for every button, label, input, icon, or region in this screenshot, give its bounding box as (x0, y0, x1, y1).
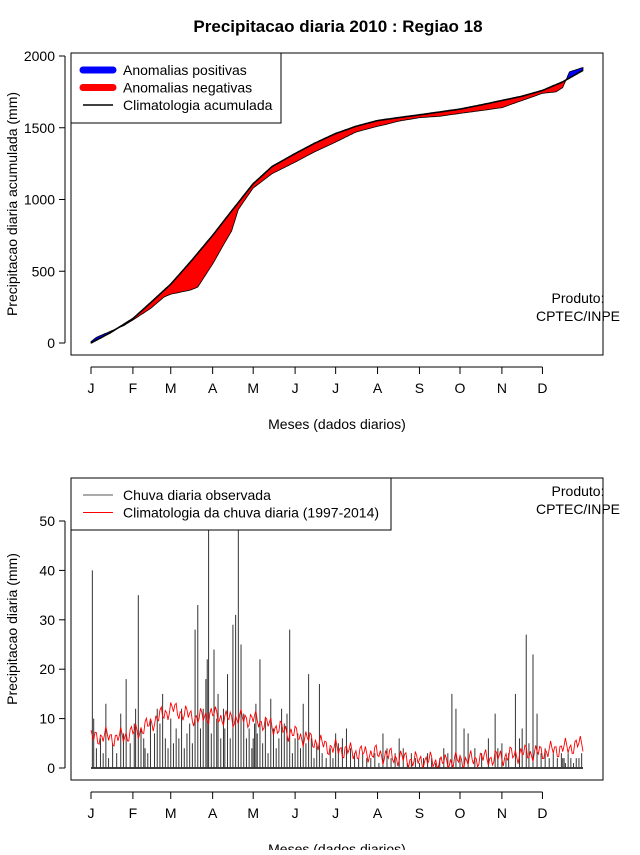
legend-label: Climatologia acumulada (123, 97, 273, 113)
x-tick-label: J (332, 380, 339, 396)
x-tick-label: M (247, 380, 259, 396)
x-tick-label: S (415, 380, 424, 396)
legend-box (70, 477, 392, 531)
x-axis-title: Meses (dados diarios) (268, 416, 406, 432)
climatology-daily-line (90, 702, 584, 769)
y-tick-label: 50 (39, 513, 55, 529)
x-tick-label: M (165, 805, 177, 821)
y-tick-label: 30 (39, 612, 55, 628)
x-axis-title: Meses (dados diarios) (268, 841, 406, 850)
y-axis-title: Precipitacao diaria (mm) (4, 553, 20, 705)
legend-label: Anomalias negativas (123, 80, 252, 96)
x-tick-label: A (208, 805, 218, 821)
plot-frame (70, 52, 604, 356)
product-annotation: Produto: (552, 483, 605, 499)
cumulative-panel: 0 500 1000 1500 2000 J F M A M J J A S O N D Meses (dados… (4, 48, 620, 432)
x-tick-label: J (88, 805, 95, 821)
y-tick-label: 0 (47, 760, 55, 776)
chart-title: Precipitacao diaria 2010 : Regiao 18 (193, 17, 482, 36)
x-tick-label: D (537, 805, 547, 821)
y-axis-title: Precipitacao diaria acumulada (mm) (4, 92, 20, 316)
x-tick-label: J (88, 380, 95, 396)
x-tick-label: J (292, 380, 299, 396)
y-tick-label: 10 (39, 711, 55, 727)
legend-label: Climatologia da chuva diaria (1997-2014) (123, 505, 379, 521)
x-tick-label: F (129, 805, 138, 821)
x-tick-label: J (292, 805, 299, 821)
product-annotation: Produto: (552, 290, 605, 306)
x-tick-label: F (129, 380, 138, 396)
x-tick-label: M (247, 805, 259, 821)
product-annotation: CPTEC/INPE (536, 501, 620, 517)
y-tick-label: 20 (39, 661, 55, 677)
y-tick-label: 500 (32, 263, 56, 279)
y-tick-label: 40 (39, 562, 55, 578)
x-tick-label: O (455, 805, 466, 821)
x-tick-label: A (208, 380, 218, 396)
x-tick-label: A (373, 805, 383, 821)
x-tick-label: N (497, 805, 507, 821)
x-tick-label: D (537, 380, 547, 396)
x-tick-label: N (497, 380, 507, 396)
x-tick-label: O (455, 380, 466, 396)
climatology-cumulative-line (90, 69, 584, 344)
observed-bars (90, 525, 584, 769)
legend-label: Chuva diaria observada (123, 487, 271, 503)
y-tick-label: 2000 (24, 48, 55, 64)
x-tick-label: S (415, 805, 424, 821)
y-tick-label: 1000 (24, 192, 55, 208)
product-annotation: CPTEC/INPE (536, 308, 620, 324)
x-tick-label: A (373, 380, 383, 396)
y-tick-label: 1500 (24, 120, 55, 136)
x-tick-label: J (332, 805, 339, 821)
x-tick-label: M (165, 380, 177, 396)
y-tick-label: 0 (47, 335, 55, 351)
legend-label: Anomalias positivas (123, 62, 247, 78)
daily-panel: 0 10 20 30 40 50 J F M A M J J A S O N D Meses (dados diar… (4, 477, 620, 855)
